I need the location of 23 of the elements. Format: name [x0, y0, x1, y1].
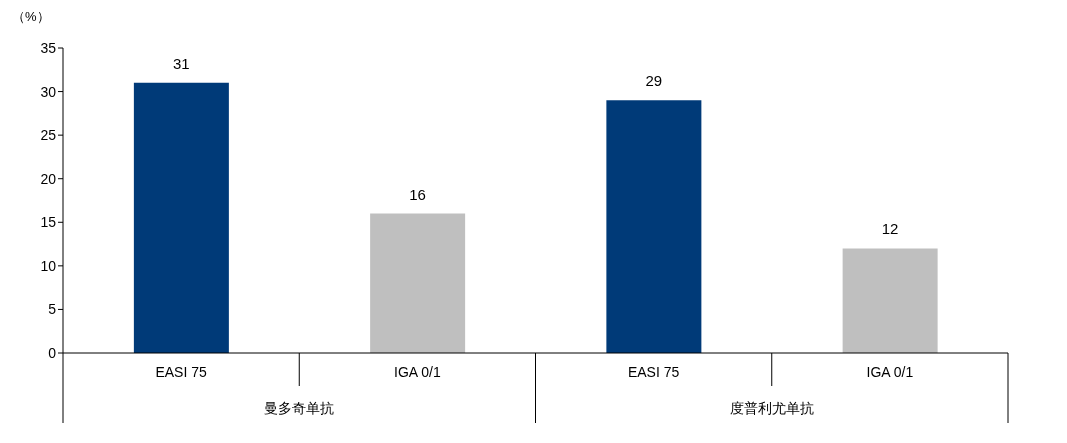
- y-tick-label: 35: [40, 39, 57, 56]
- text: 度普利尤单抗: [729, 400, 814, 416]
- x-tick-label: EASI 75: [155, 364, 208, 380]
- data-label: 29: [645, 72, 663, 90]
- bar: [842, 248, 938, 353]
- y-tick-label: 10: [40, 257, 57, 274]
- bar: [606, 100, 702, 353]
- y-tick-label: 25: [40, 127, 57, 144]
- y-tick-label: 30: [40, 83, 57, 100]
- y-tick-label: 15: [40, 214, 57, 231]
- bar: [370, 213, 466, 353]
- y-tick-label: 5: [48, 301, 57, 318]
- data-label: 16: [409, 185, 426, 203]
- x-tick-label: IGA 0/1: [866, 364, 914, 380]
- data-label: 12: [881, 220, 899, 238]
- y-tick-label: 0: [48, 344, 57, 361]
- y-axis-title: （%）: [12, 8, 50, 26]
- x-tick-label: IGA 0/1: [394, 364, 441, 380]
- bar: [133, 82, 229, 353]
- x-tick-label: EASI 75: [627, 364, 680, 380]
- text: 曼多奇单抗: [264, 400, 335, 416]
- y-tick-label: 20: [40, 170, 57, 187]
- data-label: 31: [173, 54, 190, 72]
